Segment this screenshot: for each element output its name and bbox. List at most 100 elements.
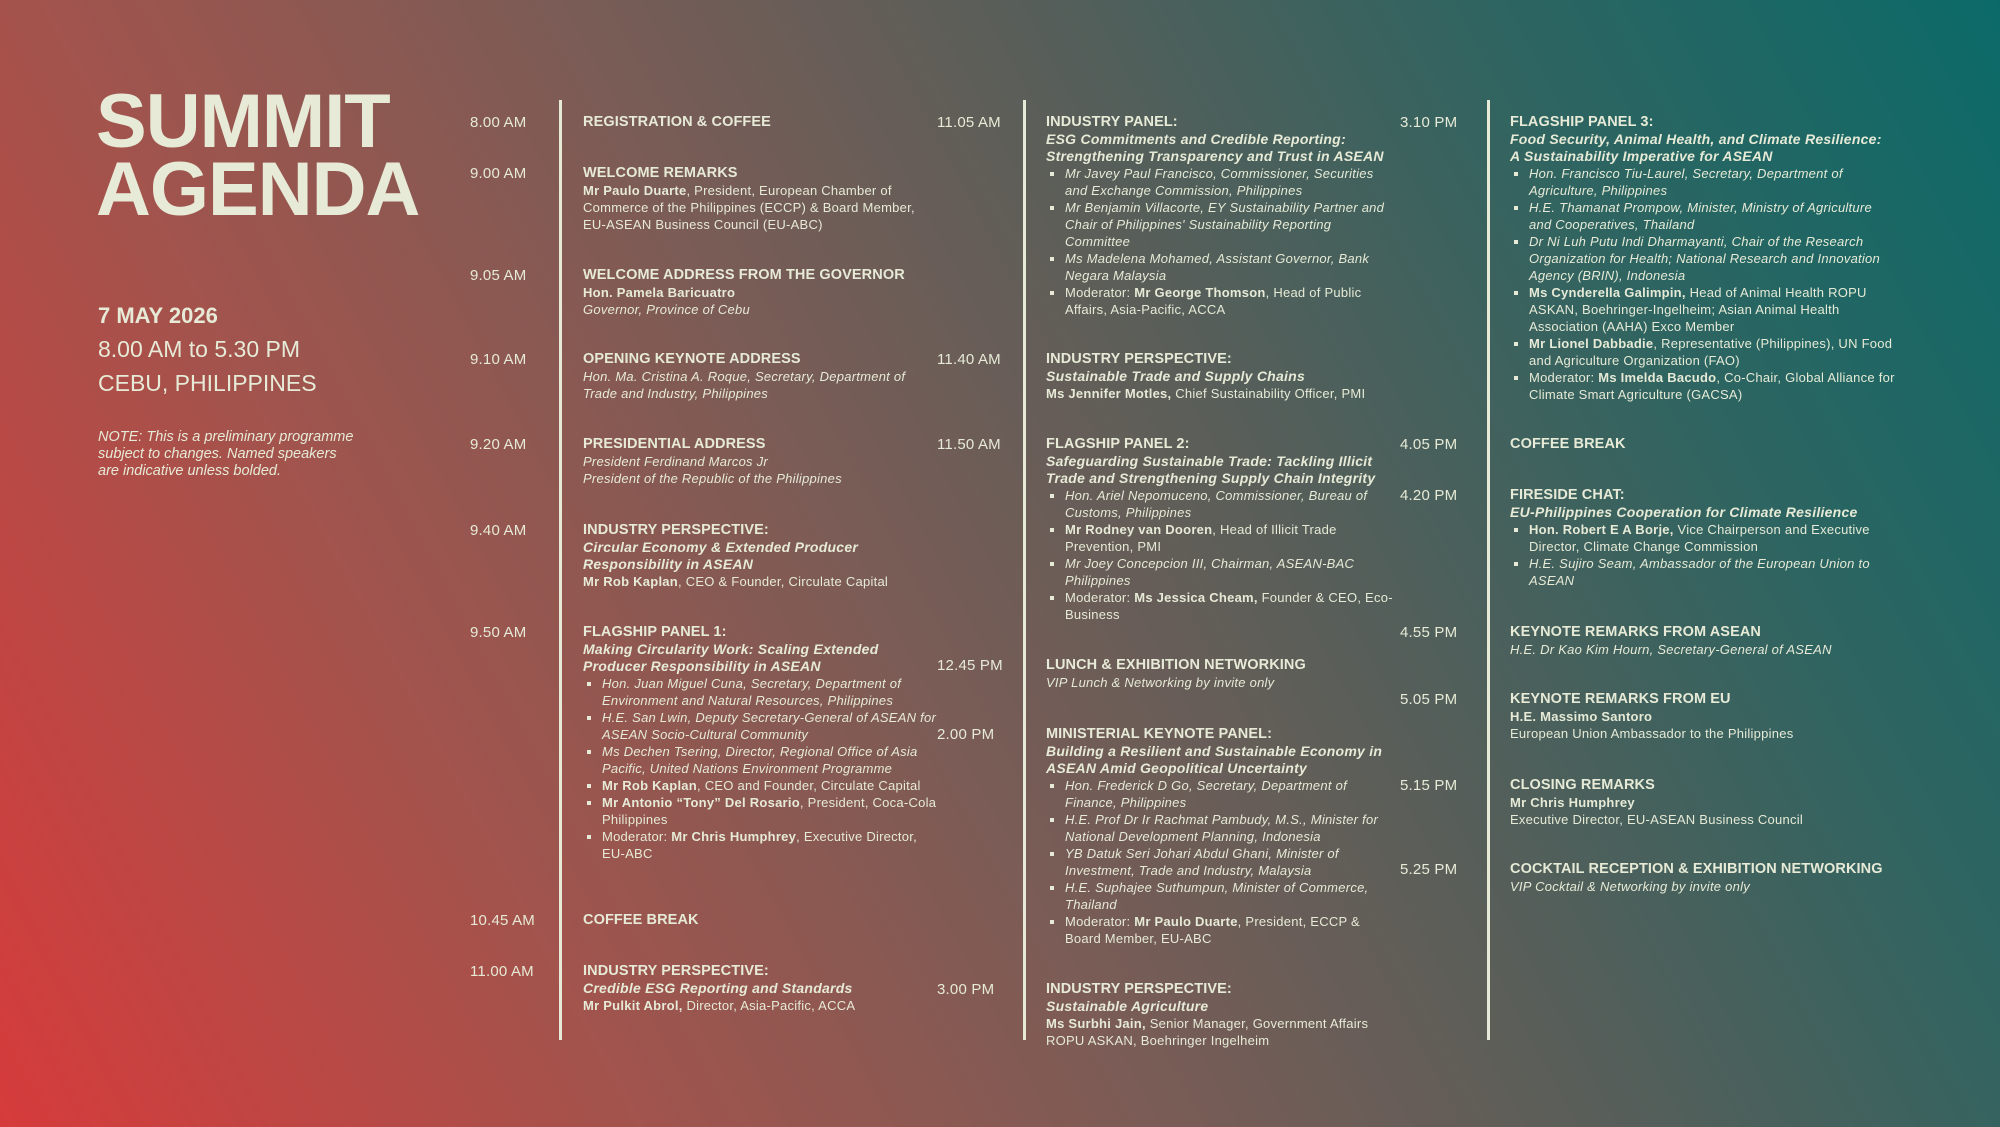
speaker-list-item: Hon. Francisco Tiu-Laurel, Secretary, De…: [1510, 165, 1895, 199]
agenda-session: INDUSTRY PERSPECTIVE: Circular Economy & …: [583, 522, 938, 590]
speaker-list-item: H.E. Prof Dr Ir Rachmat Pambudy, M.S., M…: [1046, 811, 1394, 845]
speaker-detail: Hon. Juan Miguel Cuna, Secretary, Depart…: [602, 676, 902, 708]
session-title: KEYNOTE REMARKS FROM EU: [1510, 691, 1731, 707]
speaker-detail: Hon. Francisco Tiu-Laurel, Secretary, De…: [1529, 166, 1843, 198]
session-title: WELCOME REMARKS: [583, 165, 738, 181]
agenda-session: COFFEE BREAK: [1510, 436, 1895, 453]
speaker-list-item: Moderator: Mr George Thomson, Head of Pu…: [1046, 284, 1394, 318]
speaker-name: Mr Rob Kaplan: [602, 778, 697, 793]
session-title: OPENING KEYNOTE ADDRESS: [583, 351, 801, 367]
speaker-list: Hon. Juan Miguel Cuna, Secretary, Depart…: [583, 675, 938, 862]
agenda-session: OPENING KEYNOTE ADDRESS Hon. Ma. Cristina…: [583, 351, 938, 402]
agenda-session: PRESIDENTIAL ADDRESS President Ferdinand …: [583, 436, 938, 487]
session-subtitle: EU-Philippines Cooperation for Climate R…: [1510, 504, 1858, 520]
speaker-detail: , Head of Public Affairs, Asia-Pacific, …: [1065, 285, 1362, 317]
speaker-detail: Hon. Frederick D Go, Secretary, Departme…: [1065, 778, 1347, 810]
agenda-session: REGISTRATION & COFFEE: [583, 114, 938, 131]
speaker-detail: , President, European Chamber of Commerc…: [583, 183, 915, 232]
speaker-name: Ms Cynderella Galimpin,: [1529, 285, 1686, 300]
session-detail: Executive Director, EU-ASEAN Business Co…: [1510, 811, 1895, 828]
session-detail: President Ferdinand Marcos Jr: [583, 453, 938, 470]
speaker-list-item: Moderator: Mr Paulo Duarte, President, E…: [1046, 913, 1394, 947]
agenda-session: INDUSTRY PERSPECTIVE: Sustainable Agricul…: [1046, 981, 1394, 1049]
session-subtitle: Safeguarding Sustainable Trade: Tackling…: [1046, 453, 1376, 486]
speaker-name: Mr Rob Kaplan: [583, 574, 678, 589]
session-title: KEYNOTE REMARKS FROM ASEAN: [1510, 624, 1761, 640]
session-time: 2.00 PM: [937, 726, 995, 743]
speaker-name: Ms Imelda Bacudo: [1598, 370, 1717, 385]
agenda-session: LUNCH & EXHIBITION NETWORKING VIP Lunch &…: [1046, 657, 1394, 691]
speaker-list-item: Moderator: Ms Imelda Bacudo, Co-Chair, G…: [1510, 369, 1895, 403]
role-prefix: Moderator:: [1065, 590, 1135, 605]
speaker-detail: Director, Asia-Pacific, ACCA: [682, 998, 856, 1013]
agenda-session: INDUSTRY PERSPECTIVE: Credible ESG Report…: [583, 963, 938, 1014]
speaker-detail: H.E. Sujiro Seam, Ambassador of the Euro…: [1529, 556, 1870, 588]
session-detail: European Union Ambassador to the Philipp…: [1510, 725, 1895, 742]
speaker-detail: VIP Cocktail & Networking by invite only: [1510, 879, 1751, 894]
session-detail: H.E. Massimo Santoro: [1510, 708, 1895, 725]
speaker-detail: , Head of Illicit Trade Prevention, PMI: [1065, 522, 1337, 554]
session-title: INDUSTRY PERSPECTIVE:: [583, 522, 769, 538]
column-divider: [1487, 100, 1490, 1040]
speaker-list: Hon. Ariel Nepomuceno, Commissioner, Bur…: [1046, 487, 1394, 623]
page-title: SUMMIT AGENDA: [96, 84, 420, 228]
session-time: 9.40 AM: [470, 522, 527, 539]
agenda-session: MINISTERIAL KEYNOTE PANEL: Building a Res…: [1046, 726, 1394, 947]
agenda-session: KEYNOTE REMARKS FROM ASEAN H.E. Dr Kao Ki…: [1510, 624, 1895, 658]
session-title: COFFEE BREAK: [583, 912, 699, 928]
speaker-name: Hon. Robert E A Borje,: [1529, 522, 1674, 537]
session-detail: H.E. Dr Kao Kim Hourn, Secretary-General…: [1510, 641, 1895, 658]
agenda-session: INDUSTRY PANEL: ESG Commitments and Credi…: [1046, 114, 1394, 318]
agenda-session: FLAGSHIP PANEL 3: Food Security, Animal H…: [1510, 114, 1895, 403]
session-time: 4.05 PM: [1400, 436, 1458, 453]
session-title: INDUSTRY PERSPECTIVE:: [1046, 351, 1232, 367]
session-title: COCKTAIL RECEPTION & EXHIBITION NETWORKI…: [1510, 861, 1883, 877]
agenda-note: NOTE: This is a preliminary programme su…: [98, 429, 354, 479]
session-title: REGISTRATION & COFFEE: [583, 114, 771, 130]
speaker-detail: , Co-Chair, Global Alliance for Climate …: [1529, 370, 1895, 402]
column-divider: [1023, 100, 1026, 1040]
speaker-detail: H.E. Thamanat Prompow, Minister, Ministr…: [1529, 200, 1872, 232]
speaker-detail: Dr Ni Luh Putu Indi Dharmayanti, Chair o…: [1529, 234, 1881, 283]
speaker-list-item: Moderator: Mr Chris Humphrey, Executive …: [583, 828, 938, 862]
session-time: 3.00 PM: [937, 981, 995, 998]
speaker-list-item: Hon. Ariel Nepomuceno, Commissioner, Bur…: [1046, 487, 1394, 521]
agenda-session: COFFEE BREAK: [583, 912, 938, 929]
speaker-list-item: Ms Madelena Mohamed, Assistant Governor,…: [1046, 250, 1394, 284]
session-time: 11.50 AM: [937, 436, 1001, 453]
speaker-list-item: Moderator: Ms Jessica Cheam, Founder & C…: [1046, 589, 1394, 623]
speaker-detail: VIP Lunch & Networking by invite only: [1046, 675, 1275, 690]
speaker-name: Ms Jessica Cheam,: [1134, 590, 1258, 605]
session-time: 9.50 AM: [470, 624, 527, 641]
session-time: 5.05 PM: [1400, 691, 1458, 708]
speaker-detail: Ms Dechen Tsering, Director, Regional Of…: [602, 744, 918, 776]
session-title: FLAGSHIP PANEL 3:: [1510, 114, 1654, 130]
session-time: 9.10 AM: [470, 351, 527, 368]
speaker-detail: President of the Republic of the Philipp…: [583, 471, 842, 486]
speaker-name: Mr Chris Humphrey: [671, 829, 797, 844]
speaker-detail: , CEO and Founder, Circulate Capital: [696, 778, 921, 793]
agenda-session: FIRESIDE CHAT: EU-Philippines Cooperation…: [1510, 487, 1895, 589]
speaker-detail: Ms Madelena Mohamed, Assistant Governor,…: [1065, 251, 1370, 283]
speaker-list-item: H.E. Sujiro Seam, Ambassador of the Euro…: [1510, 555, 1895, 589]
speaker-list-item: H.E. Suphajee Suthumpun, Minister of Com…: [1046, 879, 1394, 913]
speaker-name: Mr Antonio “Tony” Del Rosario: [602, 795, 800, 810]
session-detail: Mr Rob Kaplan, CEO & Founder, Circulate …: [583, 573, 938, 590]
agenda-session: KEYNOTE REMARKS FROM EU H.E. Massimo Sant…: [1510, 691, 1895, 742]
session-detail: VIP Cocktail & Networking by invite only: [1510, 878, 1895, 895]
speaker-list-item: Hon. Frederick D Go, Secretary, Departme…: [1046, 777, 1394, 811]
session-title: INDUSTRY PANEL:: [1046, 114, 1178, 130]
session-detail: Mr Chris Humphrey: [1510, 794, 1895, 811]
speaker-list-item: H.E. Thamanat Prompow, Minister, Ministr…: [1510, 199, 1895, 233]
speaker-detail: H.E. Prof Dr Ir Rachmat Pambudy, M.S., M…: [1065, 812, 1379, 844]
session-time: 12.45 PM: [937, 657, 1003, 674]
session-detail: VIP Lunch & Networking by invite only: [1046, 674, 1394, 691]
event-hours: 8.00 AM to 5.30 PM: [98, 336, 301, 362]
session-subtitle: Circular Economy & Extended Producer Res…: [583, 539, 859, 572]
speaker-name: Ms Jennifer Motles,: [1046, 386, 1172, 401]
speaker-list-item: Mr Joey Concepcion III, Chairman, ASEAN-…: [1046, 555, 1394, 589]
session-title: CLOSING REMARKS: [1510, 777, 1655, 793]
session-detail: President of the Republic of the Philipp…: [583, 470, 938, 487]
speaker-detail: Hon. Ariel Nepomuceno, Commissioner, Bur…: [1065, 488, 1368, 520]
event-location: CEBU, PHILIPPINES: [98, 370, 317, 396]
